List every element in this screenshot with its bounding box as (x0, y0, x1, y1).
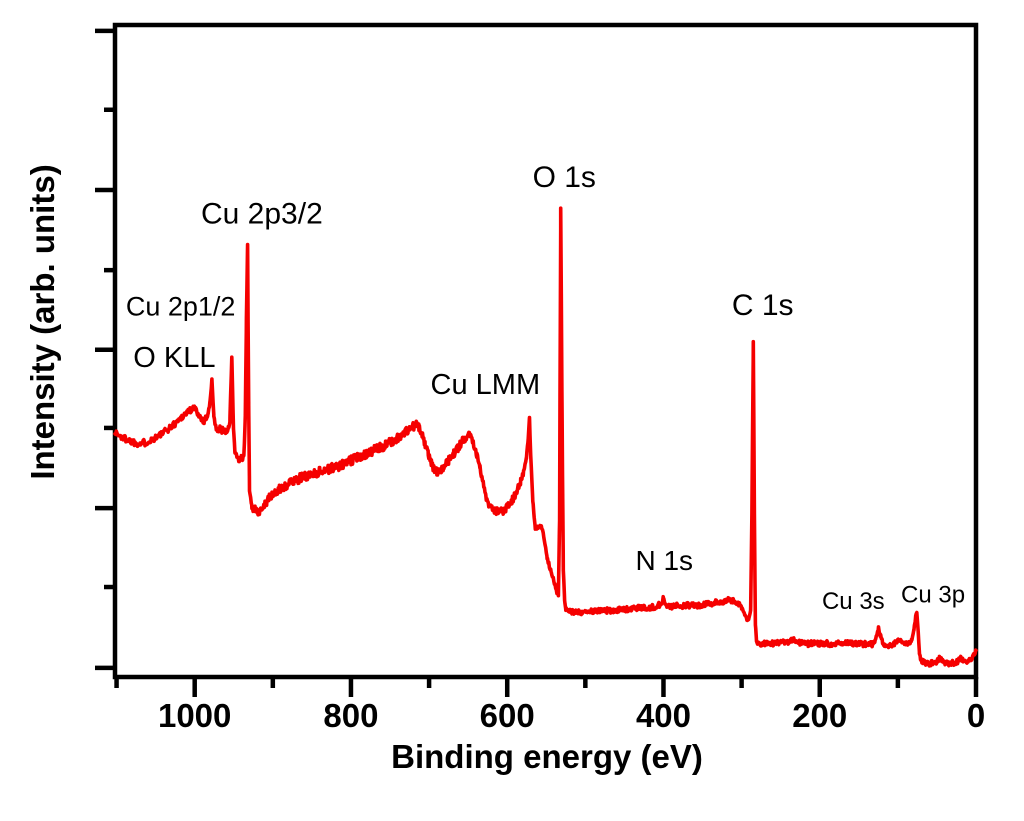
peak-label-c-1s: C 1s (732, 289, 794, 322)
plot-frame-border (112, 22, 979, 680)
x-tick-label-800: 800 (323, 697, 378, 734)
x-tick-label-0: 0 (967, 697, 985, 734)
x-tick-label-600: 600 (480, 697, 535, 734)
x-axis-title: Binding energy (eV) (391, 738, 703, 775)
axis-tick-labels: 1000 800 600 400 200 0 (158, 697, 985, 734)
peak-label-o-1s: O 1s (533, 161, 596, 194)
peak-annotations: Cu 2p1/2 O KLL Cu 2p3/2 Cu LMM O 1s N 1s C 1s C… (126, 161, 965, 615)
peak-label-cu-3p: Cu 3p (901, 582, 965, 609)
peak-label-n-1s: N 1s (635, 545, 693, 576)
x-tick-label-1000: 1000 (158, 697, 231, 734)
spectrum-series (113, 206, 978, 668)
spectrum-line (113, 206, 978, 668)
axis-ticks (95, 28, 979, 697)
x-tick-label-400: 400 (636, 697, 691, 734)
y-axis-title: Intensity (arb. units) (24, 164, 61, 479)
x-tick-label-200: 200 (792, 697, 847, 734)
peak-label-cu-lmm: Cu LMM (431, 369, 541, 401)
peak-label-cu-2p1-2: Cu 2p1/2 (126, 291, 236, 321)
peak-label-cu-3s: Cu 3s (822, 588, 885, 615)
plot-frame (112, 22, 979, 680)
peak-label-cu-2p3-2: Cu 2p3/2 (201, 197, 323, 230)
peak-label-o-kll: O KLL (133, 342, 215, 374)
